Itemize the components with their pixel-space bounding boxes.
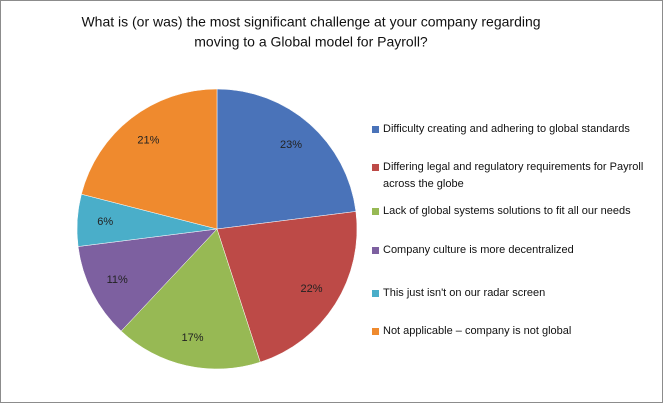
data-label: 11% <box>107 274 128 286</box>
legend-label: Company culture is more decentralized <box>383 244 574 256</box>
data-label: 21% <box>137 134 159 146</box>
legend-label: Not applicable – company is not global <box>383 325 572 337</box>
pie-slice <box>81 88 218 230</box>
legend-swatch <box>372 126 379 133</box>
legend-swatch <box>372 290 379 297</box>
legend-swatch <box>372 247 379 254</box>
data-label: 6% <box>97 216 113 228</box>
legend-label: Difficulty creating and adhering to glob… <box>383 123 630 135</box>
legend-swatch <box>372 164 379 171</box>
data-label: 23% <box>280 139 302 151</box>
chart-title: moving to a Global model for Payroll? <box>194 34 428 50</box>
pie-slice <box>216 211 358 363</box>
legend-label: Lack of global systems solutions to fit … <box>383 205 631 217</box>
legend-label: This just isn't on our radar screen <box>383 287 546 299</box>
pie-slice <box>216 88 357 230</box>
legend-label: Differing legal and regulatory requireme… <box>383 161 644 190</box>
legend-swatch <box>372 208 379 215</box>
data-label: 17% <box>182 332 204 344</box>
data-label: 22% <box>301 283 323 295</box>
pie-slice <box>120 228 261 370</box>
chart-title: What is (or was) the most significant ch… <box>81 14 540 30</box>
pie-slice <box>77 228 218 332</box>
legend-swatch <box>372 328 379 335</box>
